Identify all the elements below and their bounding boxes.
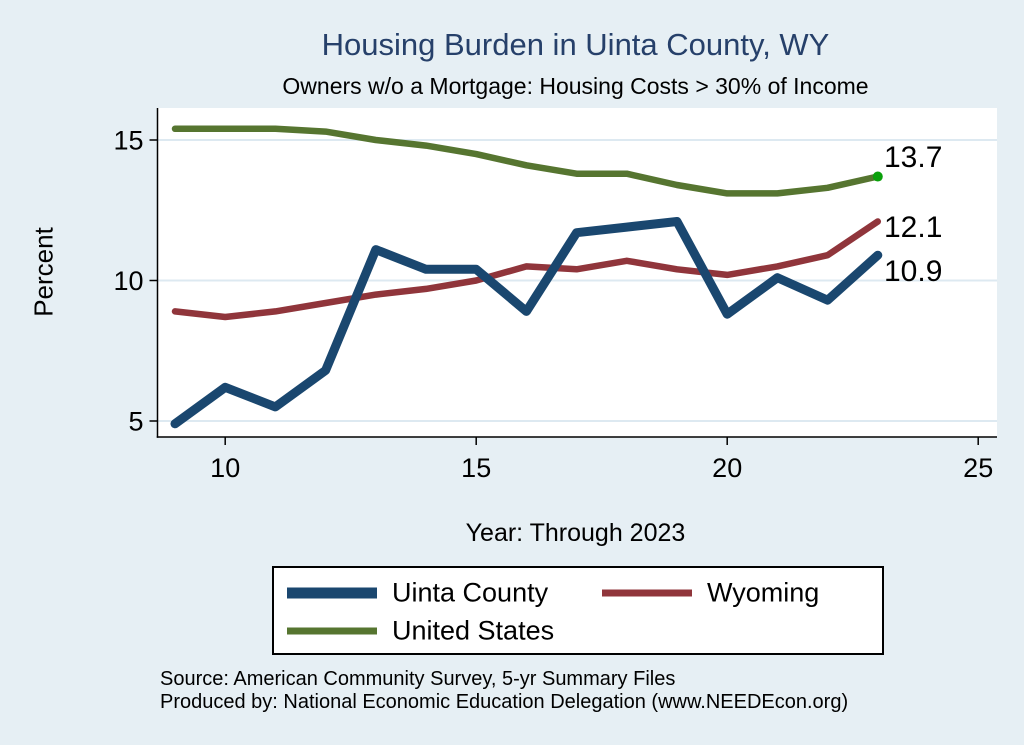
produced-by-line: Produced by: National Economic Education… [160,691,849,713]
legend-swatch-wyoming [602,589,692,597]
x-tick-label: 15 [461,453,491,483]
legend-swatch-uinta-county [287,587,377,599]
legend: Uinta County Wyoming United States [272,566,884,655]
x-tick-label: 25 [963,453,993,483]
x-axis-title: Year: Through 2023 [465,519,686,547]
y-tick-label: 10 [113,266,143,296]
end-marker-united-states [872,171,883,182]
x-tick-label: 20 [712,453,742,483]
legend-entry-uinta-county: Uinta County [287,578,587,608]
legend-label: Uinta County [392,577,549,608]
legend-swatch-united-states [287,627,377,635]
source-line: Source: American Community Survey, 5-yr … [160,668,676,690]
legend-entry-united-states: United States [287,616,587,646]
series-line-uinta-county [170,217,883,429]
legend-label: United States [392,615,555,646]
source-note: Source: American Community Survey, 5-yr … [160,668,920,714]
series-line-united-states [171,125,882,197]
legend-entry-wyoming: Wyoming [602,578,872,608]
legend-label: Wyoming [707,577,820,608]
y-tick-label: 5 [128,407,143,437]
data-label-uinta-county: 10.9 [884,255,943,288]
chart-subtitle: Owners w/o a Mortgage: Housing Costs > 3… [282,73,869,99]
y-tick-label: 15 [113,126,143,156]
data-label-united-states: 13.7 [884,141,943,174]
series-line-wyoming [171,218,882,321]
x-tick-label: 10 [210,453,240,483]
plot-area [157,108,997,437]
data-label-wyoming: 12.1 [884,211,943,244]
chart-title: Housing Burden in Uinta County, WY [321,27,830,62]
